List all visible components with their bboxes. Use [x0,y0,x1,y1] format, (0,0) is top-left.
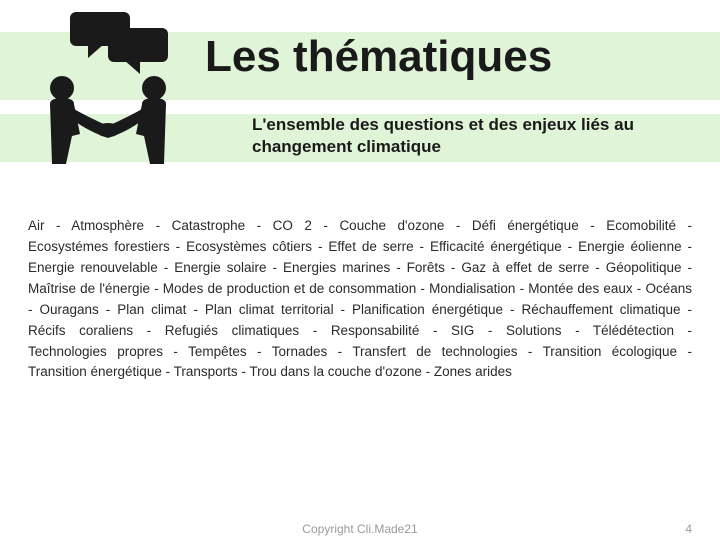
page-subtitle: L'ensemble des questions et des enjeux l… [252,114,692,158]
keyword: Effet de serre [328,239,413,254]
page-title: Les thématiques [205,32,552,82]
keyword: Energie renouvelable [28,260,158,275]
keyword: Responsabilité [331,323,420,338]
keyword: Mondialisation [429,281,515,296]
keyword: Efficacité énergétique [430,239,562,254]
keyword: Gaz à effet de serre [461,260,589,275]
keyword: Atmosphère [71,218,144,233]
keyword: Océans [645,281,692,296]
keyword: Télédétection [593,323,674,338]
keyword: Energie solaire [174,260,266,275]
keyword: Ecosystémes forestiers [28,239,170,254]
keyword: Maîtrise de l'énergie [28,281,150,296]
keyword: Modes de production et de consommation [163,281,416,296]
keyword: Tempêtes [188,344,247,359]
keyword: Forêts [407,260,445,275]
keyword: Air [28,218,45,233]
copyright-text: Copyright Cli.Made21 [302,522,417,536]
keyword: Transports [174,364,238,379]
keyword: Ecosystèmes côtiers [186,239,312,254]
keyword-body: Air - Atmosphère - Catastrophe - CO 2 - … [28,216,692,383]
keyword: Tornades [272,344,328,359]
page-number: 4 [685,522,692,536]
keyword: Récifs coraliens [28,323,133,338]
keyword: Energies marines [283,260,390,275]
keyword: Réchauffement climatique [522,302,681,317]
keyword: Défi énergétique [472,218,579,233]
keyword: SIG [451,323,474,338]
keyword: Planification énergétique [352,302,503,317]
keyword: Refugiés climatiques [165,323,299,338]
keyword: Montée des eaux [528,281,632,296]
keyword: Ecomobilité [606,218,676,233]
keyword: Géopolitique [606,260,682,275]
keyword: Plan climat [117,302,186,317]
keyword: Catastrophe [172,218,246,233]
handshake-speech-icon [28,8,188,168]
keyword: Transfert de technologies [352,344,517,359]
keyword: CO 2 [273,218,312,233]
keyword: Solutions [506,323,562,338]
keyword: Transition énergétique [28,364,162,379]
keyword: Transition écologique [543,344,678,359]
keyword: Couche d'ozone [339,218,444,233]
keyword: Energie éolienne [578,239,682,254]
keyword: Zones arides [434,364,512,379]
keyword: Technologies propres [28,344,163,359]
keyword: Plan climat territorial [205,302,334,317]
keyword: Ouragans [39,302,98,317]
keyword: Trou dans la couche d'ozone [249,364,421,379]
